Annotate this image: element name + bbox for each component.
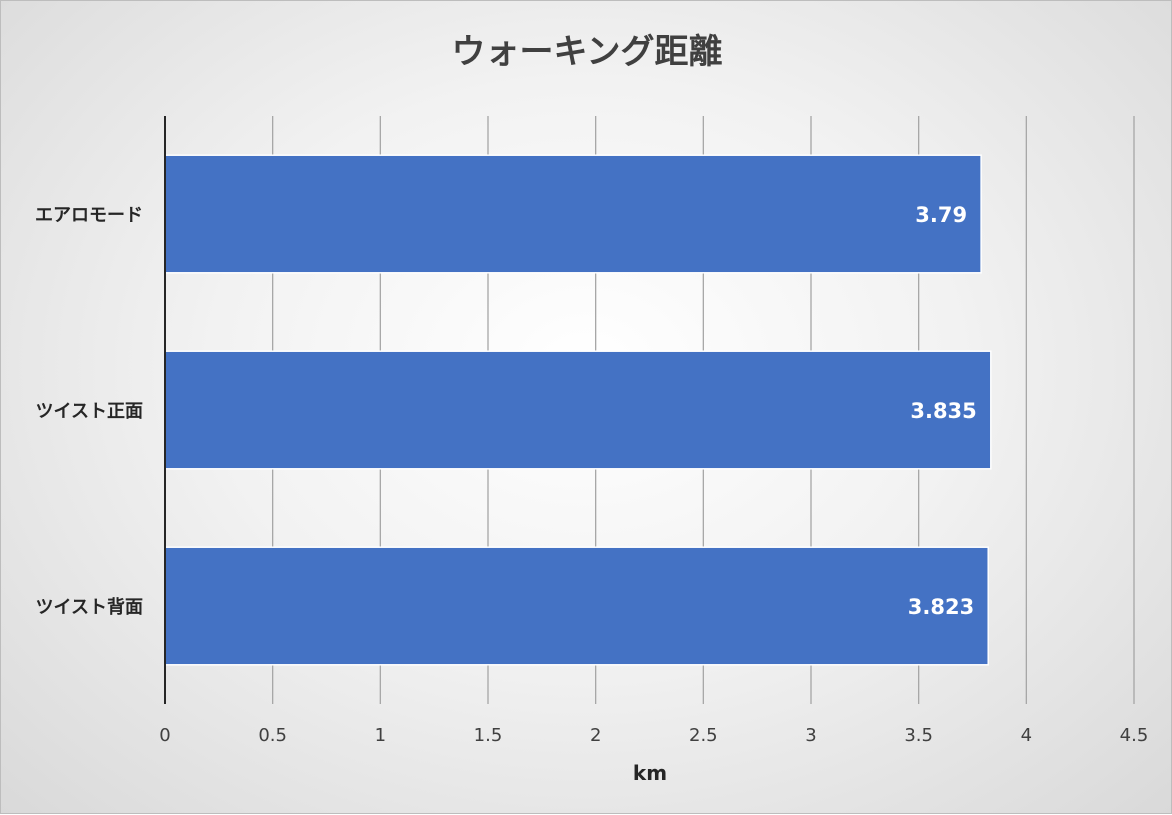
x-tick-label-5: 2.5 [689,725,718,746]
data-label-0: 3.79 [915,203,967,227]
category-label-1: ツイスト正面 [36,401,143,422]
category-label-2: ツイスト背面 [36,596,143,618]
x-tick-label-3: 1.5 [474,725,503,746]
x-tick-label-1: 0.5 [258,725,287,746]
bar-2 [164,546,989,666]
x-tick-label-4: 2 [590,725,601,746]
category-label-0: エアロモード [35,205,143,226]
data-labels: 3.79 3.835 3.823 [908,203,977,619]
x-tick-label-8: 4 [1021,725,1032,746]
data-label-2: 3.823 [908,595,974,619]
x-tick-label-2: 1 [375,725,386,746]
x-tick-label-9: 4.5 [1120,725,1149,746]
chart-title: ウォーキング距離 [452,32,723,72]
x-tick-label-0: 0 [159,725,170,746]
bar-0 [164,154,982,274]
x-tick-label-7: 3.5 [904,725,933,746]
data-label-1: 3.835 [910,399,976,423]
x-tick-labels: 0 0.5 1 1.5 2 2.5 3 3.5 4 4.5 [159,725,1148,746]
x-axis-title: km [633,761,667,785]
x-tick-label-6: 3 [805,725,816,746]
bar-1 [164,350,992,470]
bars [164,154,992,666]
